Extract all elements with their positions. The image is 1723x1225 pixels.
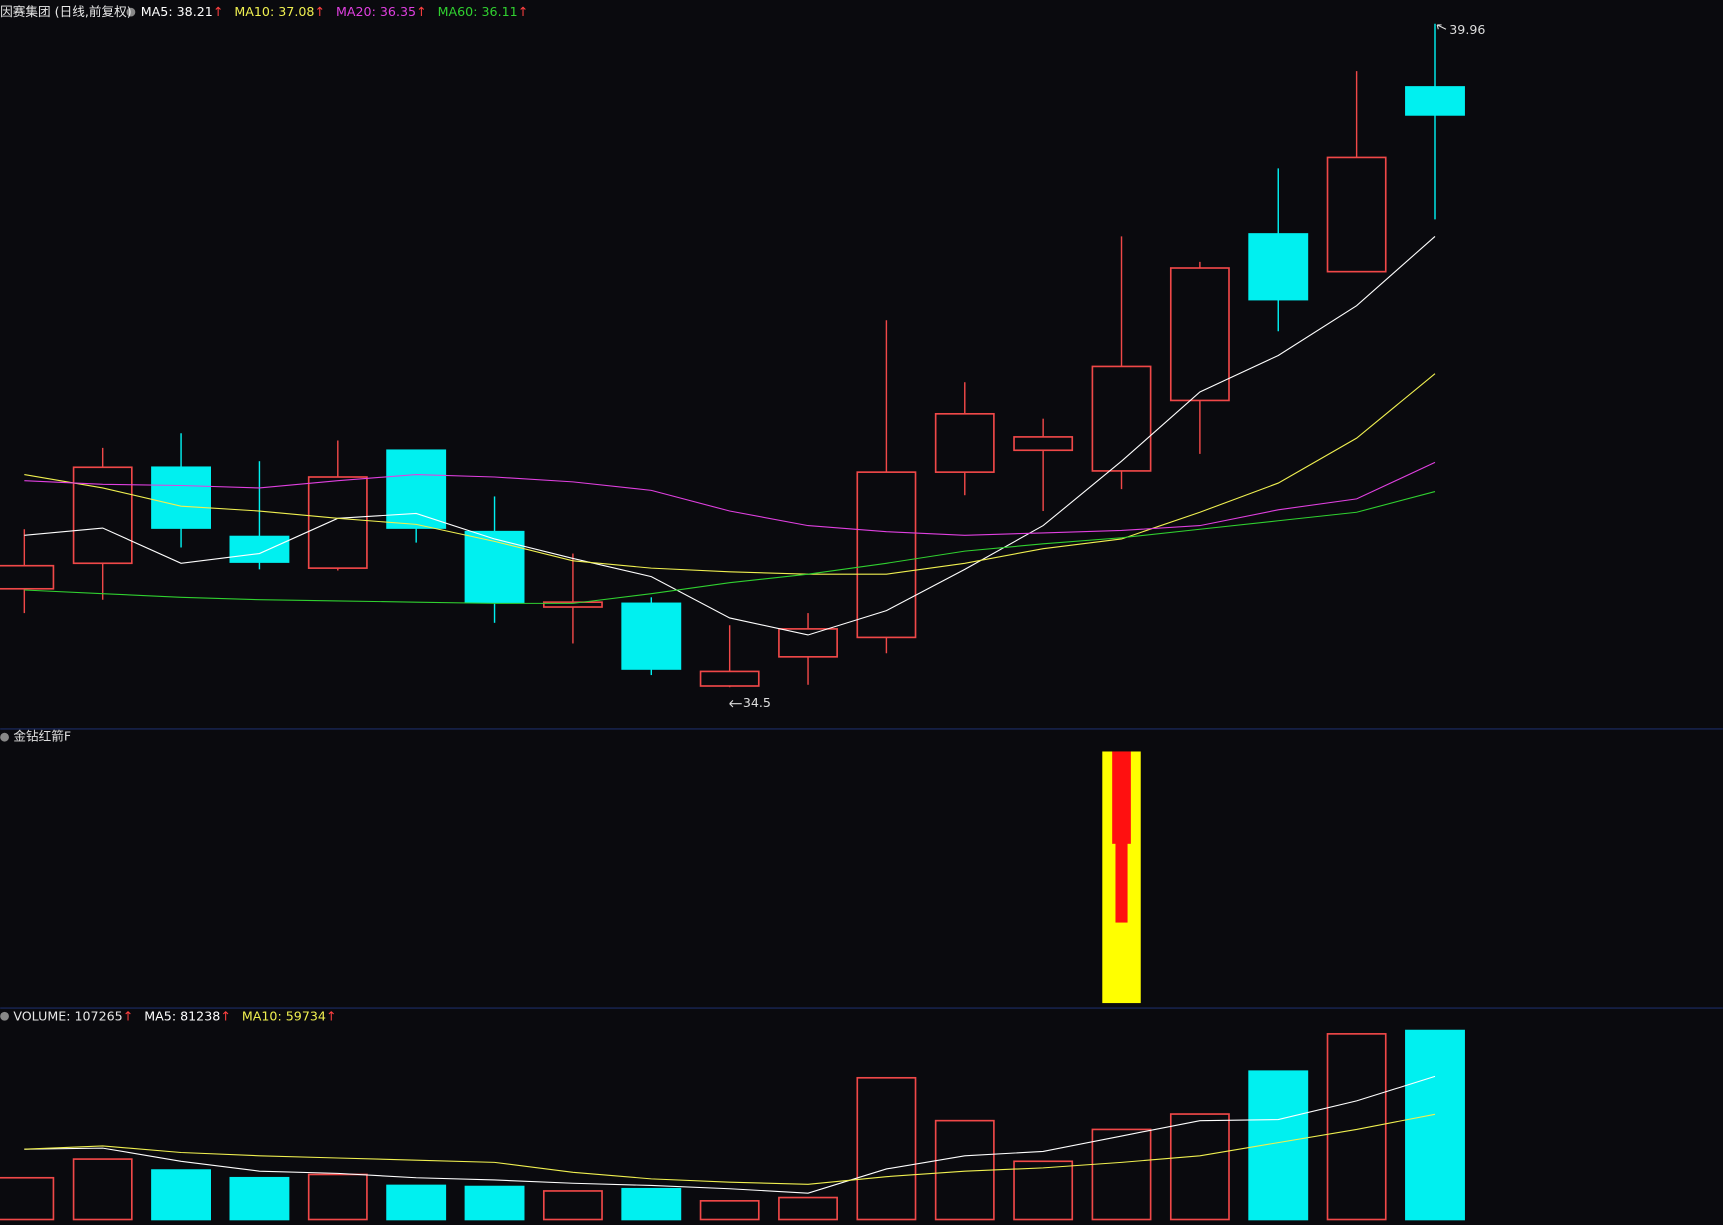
- legend-separator: :: [172, 1008, 180, 1023]
- candle-body: [0, 564, 55, 590]
- candle-body: [1248, 233, 1309, 301]
- low-arrow: [729, 700, 742, 708]
- legend-value: 37.08: [278, 4, 314, 19]
- candle-body: [151, 466, 212, 529]
- candle-body: [1169, 267, 1230, 402]
- legend-separator: :: [66, 1008, 74, 1023]
- candle-body: [307, 476, 368, 569]
- candle-body: [72, 466, 133, 565]
- trend-marker: ↑: [123, 1008, 134, 1023]
- volume-bar: [621, 1187, 682, 1221]
- volume-bar: [778, 1196, 838, 1221]
- legend-name: MA60: [438, 4, 474, 19]
- volume-ma-line: [24, 1075, 1436, 1194]
- legend-value: 107265: [74, 1008, 122, 1023]
- candle-body: [1405, 86, 1465, 116]
- ma-line: [24, 491, 1436, 604]
- legend-separator: :: [168, 4, 176, 19]
- volume-bar: [464, 1185, 525, 1221]
- volume-bar: [856, 1076, 917, 1221]
- trend-marker: ↑: [213, 4, 224, 19]
- trend-marker: ↑: [518, 4, 529, 19]
- title-text: 因赛集团 (日线,前复权): [0, 4, 132, 19]
- high-arrow: [1436, 24, 1447, 30]
- candle-body: [464, 530, 525, 603]
- volume-bar: [699, 1200, 760, 1221]
- candle-body: [1013, 436, 1074, 452]
- volume-bar: [1405, 1029, 1465, 1221]
- volume-bar: [542, 1190, 603, 1221]
- legend-separator: :: [277, 1008, 285, 1023]
- legend-name: MA5: [144, 1008, 172, 1023]
- legend: VOLUME: 107265↑ MA5: 81238↑ MA10: 59734↑: [13, 1008, 336, 1023]
- volume-bar: [0, 1176, 55, 1221]
- legend: MA5: 38.21↑ MA10: 37.08↑ MA20: 36.35↑ MA60:…: [141, 4, 528, 19]
- volume-bar: [1326, 1033, 1387, 1221]
- legend-name: VOLUME: [13, 1008, 66, 1023]
- chart-title: 因赛集团 (日线,前复权): [0, 4, 132, 19]
- candle-body: [386, 449, 447, 529]
- candle-body: [856, 471, 917, 639]
- trend-marker: ↑: [220, 1008, 231, 1023]
- volume-ma-line: [24, 1113, 1436, 1185]
- panel-icon: [126, 7, 136, 17]
- candle-body: [778, 628, 838, 658]
- candle-body: [1326, 156, 1387, 273]
- legend-value: 36.35: [380, 4, 416, 19]
- legend-separator: :: [270, 4, 278, 19]
- low-label: 34.5: [743, 695, 771, 710]
- high-label: 39.96: [1449, 22, 1485, 37]
- trend-marker: ↑: [314, 4, 325, 19]
- legend-value: 81238: [180, 1008, 220, 1023]
- volume-bar: [386, 1184, 447, 1221]
- trend-marker: ↑: [326, 1008, 337, 1023]
- volume-bar: [1013, 1160, 1074, 1221]
- indicator-title: 金钻红箭F: [13, 729, 71, 744]
- candle-body: [229, 535, 290, 563]
- legend-value: 38.21: [177, 4, 213, 19]
- volume-bar: [1169, 1113, 1230, 1221]
- candle-body: [699, 670, 760, 687]
- candle-body: [934, 412, 995, 473]
- legend-separator: :: [372, 4, 380, 19]
- volume-bar: [307, 1173, 368, 1221]
- legend-value: 36.11: [482, 4, 518, 19]
- ma-line: [24, 373, 1436, 575]
- volume-bar: [72, 1158, 133, 1221]
- legend-name: MA5: [141, 4, 169, 19]
- volume-bar: [1091, 1128, 1152, 1221]
- legend-name: MA20: [336, 4, 372, 19]
- legend-separator: :: [473, 4, 481, 19]
- candle-body: [1091, 365, 1152, 472]
- candle-body: [621, 602, 682, 670]
- panel-icon: [0, 1011, 9, 1021]
- volume-bar: [151, 1169, 212, 1221]
- volume-bar: [229, 1176, 290, 1221]
- trend-marker: ↑: [416, 4, 427, 19]
- panel-icon: [0, 732, 9, 742]
- signal-core: [1115, 751, 1128, 923]
- legend-name: MA10: [242, 1008, 278, 1023]
- candle-body: [542, 601, 603, 608]
- legend-value: 59734: [286, 1008, 326, 1023]
- ma-line: [24, 236, 1436, 636]
- legend-name: MA10: [234, 4, 270, 19]
- volume-bar: [1248, 1070, 1309, 1221]
- ma-line: [24, 461, 1436, 536]
